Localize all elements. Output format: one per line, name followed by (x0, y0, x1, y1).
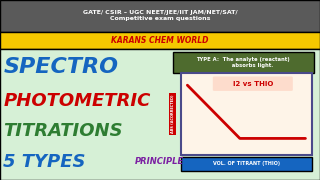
Text: 5 TYPES: 5 TYPES (3, 153, 86, 171)
Text: KARANS CHEM WORLD: KARANS CHEM WORLD (111, 36, 209, 45)
FancyBboxPatch shape (0, 49, 320, 180)
Text: TYPE A:  The analyte (reactant)
          absorbs light.: TYPE A: The analyte (reactant) absorbs l… (196, 57, 290, 68)
FancyBboxPatch shape (0, 32, 320, 49)
Text: TITRATIONS: TITRATIONS (3, 122, 123, 140)
FancyBboxPatch shape (181, 157, 312, 171)
Text: GATE/ CSIR – UGC NEET/JEE/IIT JAM/NET/SAT/
Competitive exam questions: GATE/ CSIR – UGC NEET/JEE/IIT JAM/NET/SA… (83, 10, 237, 21)
Text: PRINCIPLE: PRINCIPLE (134, 158, 184, 166)
Text: I2 vs THIO: I2 vs THIO (233, 81, 273, 87)
Text: ABS (ACORRECTED): ABS (ACORRECTED) (171, 94, 175, 133)
FancyBboxPatch shape (213, 76, 293, 91)
FancyBboxPatch shape (173, 52, 314, 73)
FancyBboxPatch shape (181, 73, 312, 155)
Text: VOL. OF TITRANT (THIO): VOL. OF TITRANT (THIO) (213, 161, 280, 166)
Text: PHOTOMETRIC: PHOTOMETRIC (3, 92, 151, 110)
Text: SPECTRO: SPECTRO (3, 57, 118, 77)
FancyBboxPatch shape (0, 0, 320, 32)
